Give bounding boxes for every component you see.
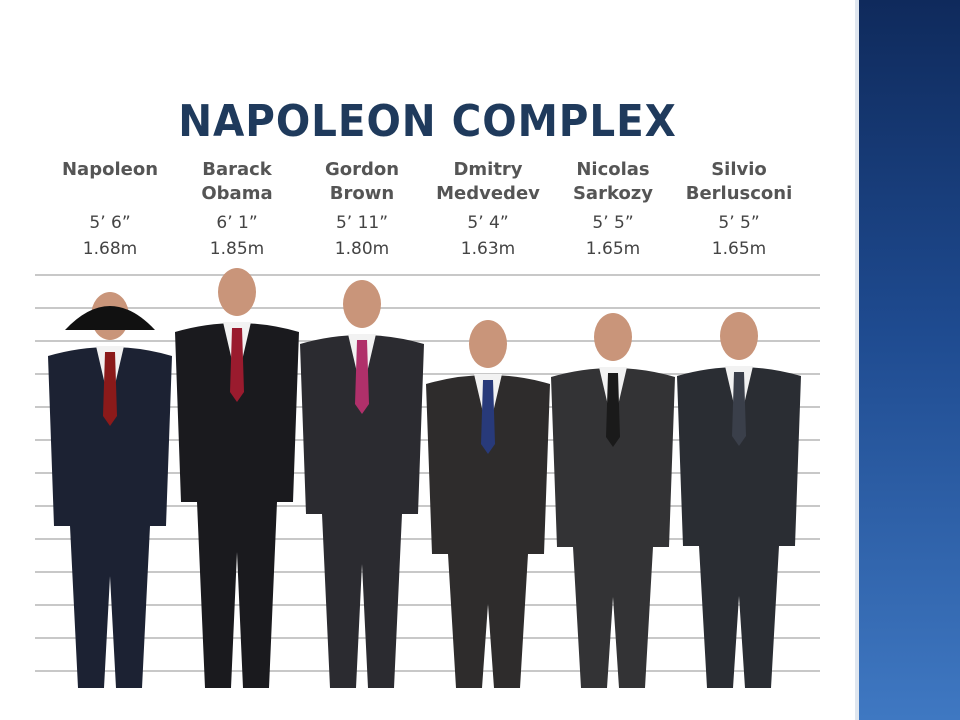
- tie: [732, 372, 746, 446]
- person-column: Silvio Berlusconi 5’ 5” 1.65m: [676, 158, 802, 262]
- person-column: Napoleon 5’ 6” 1.68m: [47, 158, 173, 262]
- person-name: Berlusconi: [685, 183, 793, 204]
- height-imperial: 5’ 5”: [592, 213, 634, 233]
- head: [469, 320, 507, 368]
- body: [300, 335, 424, 688]
- person-name: Obama: [201, 183, 273, 204]
- person-name: Barack: [202, 159, 272, 180]
- hat: [65, 306, 155, 330]
- tie: [606, 373, 620, 447]
- person-name: Nicolas: [576, 159, 650, 180]
- height-metric: 1.65m: [711, 239, 767, 259]
- body: [551, 368, 675, 688]
- person-name: Silvio: [711, 159, 767, 180]
- tie: [481, 380, 495, 454]
- height-metric: 1.63m: [460, 239, 516, 259]
- head: [720, 312, 758, 360]
- lineup: [35, 268, 820, 688]
- height-metric: 1.65m: [585, 239, 641, 259]
- head: [343, 280, 381, 328]
- person-name: Dmitry: [453, 159, 523, 180]
- person-name: Gordon: [324, 159, 400, 180]
- head: [218, 268, 256, 316]
- person-column: Nicolas Sarkozy 5’ 5” 1.65m: [550, 158, 676, 262]
- height-imperial: 6’ 1”: [216, 213, 258, 233]
- person-column: Barack Obama 6’ 1” 1.85m: [174, 158, 300, 262]
- person-name: Brown: [329, 183, 395, 204]
- height-metric: 1.68m: [82, 239, 138, 259]
- height-metric: 1.80m: [334, 239, 390, 259]
- height-imperial: 5’ 4”: [467, 213, 509, 233]
- person-name: Medvedev: [436, 183, 540, 204]
- person-column: Gordon Brown 5’ 11” 1.80m: [299, 158, 425, 262]
- body: [175, 323, 299, 688]
- height-metric: 1.85m: [209, 239, 265, 259]
- person-name: Sarkozy: [572, 183, 654, 204]
- body: [677, 367, 801, 688]
- height-imperial: 5’ 6”: [89, 213, 131, 233]
- head: [594, 313, 632, 361]
- person-name: Napoleon: [61, 159, 159, 180]
- side-band: [855, 0, 960, 720]
- height-imperial: 5’ 5”: [718, 213, 760, 233]
- body: [426, 375, 550, 688]
- tie: [103, 352, 117, 426]
- body: [48, 347, 172, 688]
- slide-title: NAPOLEON COMPLEX: [178, 96, 677, 147]
- height-imperial: 5’ 11”: [335, 213, 389, 233]
- tie: [230, 328, 244, 402]
- tie: [355, 340, 369, 414]
- person-column: Dmitry Medvedev 5’ 4” 1.63m: [425, 158, 551, 262]
